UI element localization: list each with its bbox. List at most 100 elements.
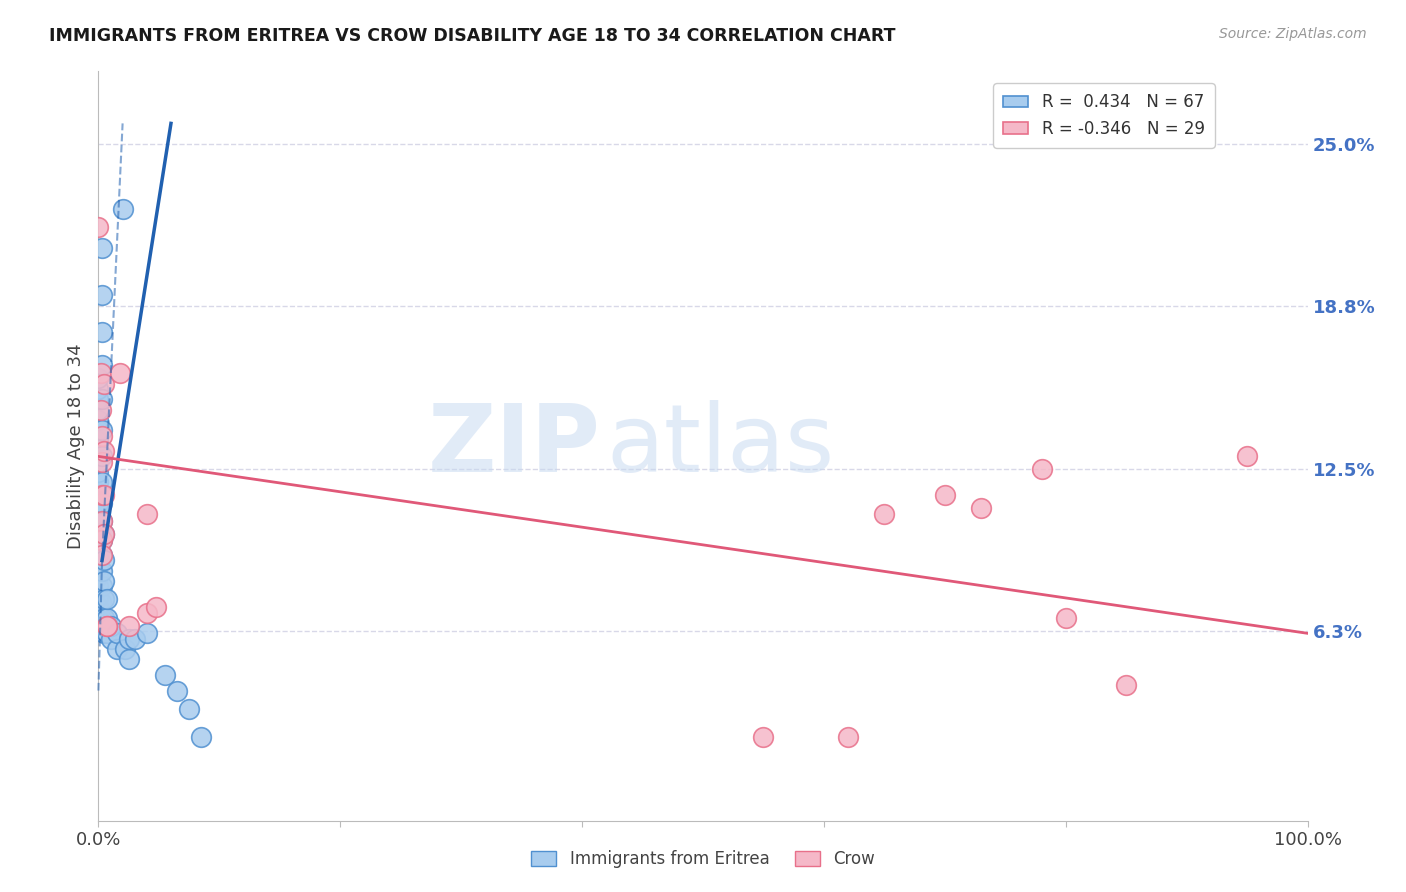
Point [87, 424, 110, 438]
Point [124, 632, 146, 646]
Point [91, 548, 114, 563]
Point [91, 548, 114, 563]
Point [91, 533, 114, 547]
Point [135, 507, 157, 521]
Point [91, 515, 114, 529]
Point [100, 618, 122, 632]
Point [135, 626, 157, 640]
Point [93, 553, 115, 567]
Point [87, 444, 110, 458]
Point [91, 241, 114, 255]
Point [87, 402, 110, 417]
Point [87, 455, 110, 469]
Point [91, 488, 114, 502]
Point [87, 371, 110, 385]
Point [118, 618, 141, 632]
Point [91, 450, 114, 464]
Point [87, 220, 110, 235]
Text: Source: ZipAtlas.com: Source: ZipAtlas.com [1219, 27, 1367, 41]
Point [93, 376, 115, 391]
Point [752, 731, 775, 745]
Point [934, 488, 956, 502]
Point [93, 611, 115, 625]
Point [87, 517, 110, 532]
Y-axis label: Disability Age 18 to 34: Disability Age 18 to 34 [66, 343, 84, 549]
Point [1054, 611, 1077, 625]
Point [1031, 462, 1053, 476]
Point [96, 618, 118, 632]
Point [166, 683, 188, 698]
Point [1115, 678, 1137, 692]
Legend: Immigrants from Eritrea, Crow: Immigrants from Eritrea, Crow [524, 844, 882, 875]
Point [100, 632, 122, 646]
Point [91, 288, 114, 302]
Point [114, 642, 136, 657]
Point [93, 527, 115, 541]
Point [96, 618, 118, 632]
Point [970, 501, 993, 516]
Point [105, 626, 128, 640]
Point [87, 569, 110, 583]
Point [91, 515, 114, 529]
Point [96, 611, 118, 625]
Text: atlas: atlas [606, 400, 835, 492]
Point [87, 538, 110, 552]
Point [93, 574, 115, 589]
Point [87, 465, 110, 479]
Point [93, 527, 115, 541]
Point [87, 507, 110, 521]
Point [87, 548, 110, 563]
Point [153, 668, 176, 682]
Point [87, 611, 110, 625]
Text: IMMIGRANTS FROM ERITREA VS CROW DISABILITY AGE 18 TO 34 CORRELATION CHART: IMMIGRANTS FROM ERITREA VS CROW DISABILI… [49, 27, 896, 45]
Point [87, 413, 110, 427]
Point [145, 600, 167, 615]
Point [91, 428, 114, 442]
Point [87, 392, 110, 407]
Point [87, 527, 110, 541]
Point [108, 366, 131, 380]
Point [87, 600, 110, 615]
Point [87, 475, 110, 490]
Point [87, 434, 110, 448]
Point [91, 455, 114, 469]
Point [118, 652, 141, 666]
Point [93, 592, 115, 607]
Point [179, 702, 201, 716]
Point [91, 496, 114, 510]
Point [87, 600, 110, 615]
Point [87, 590, 110, 604]
Point [873, 507, 896, 521]
Point [91, 475, 114, 490]
Point [87, 590, 110, 604]
Point [91, 359, 114, 373]
Point [87, 580, 110, 594]
Point [87, 382, 110, 396]
Point [118, 632, 141, 646]
Point [90, 621, 112, 635]
Point [135, 606, 157, 620]
Point [87, 611, 110, 625]
Point [91, 392, 114, 407]
Point [91, 533, 114, 547]
Point [190, 731, 212, 745]
Point [91, 580, 114, 594]
Point [87, 485, 110, 500]
Text: ZIP: ZIP [427, 400, 600, 492]
Point [91, 424, 114, 438]
Point [90, 595, 112, 609]
Point [90, 402, 112, 417]
Point [91, 325, 114, 339]
Point [90, 366, 112, 380]
Point [87, 496, 110, 510]
Point [96, 592, 118, 607]
Point [93, 626, 115, 640]
Point [96, 626, 118, 640]
Legend: R =  0.434   N = 67, R = -0.346   N = 29: R = 0.434 N = 67, R = -0.346 N = 29 [993, 84, 1215, 148]
Point [93, 488, 115, 502]
Point [105, 642, 128, 657]
Point [1236, 450, 1258, 464]
Point [837, 731, 859, 745]
Point [93, 444, 115, 458]
Point [111, 202, 134, 217]
